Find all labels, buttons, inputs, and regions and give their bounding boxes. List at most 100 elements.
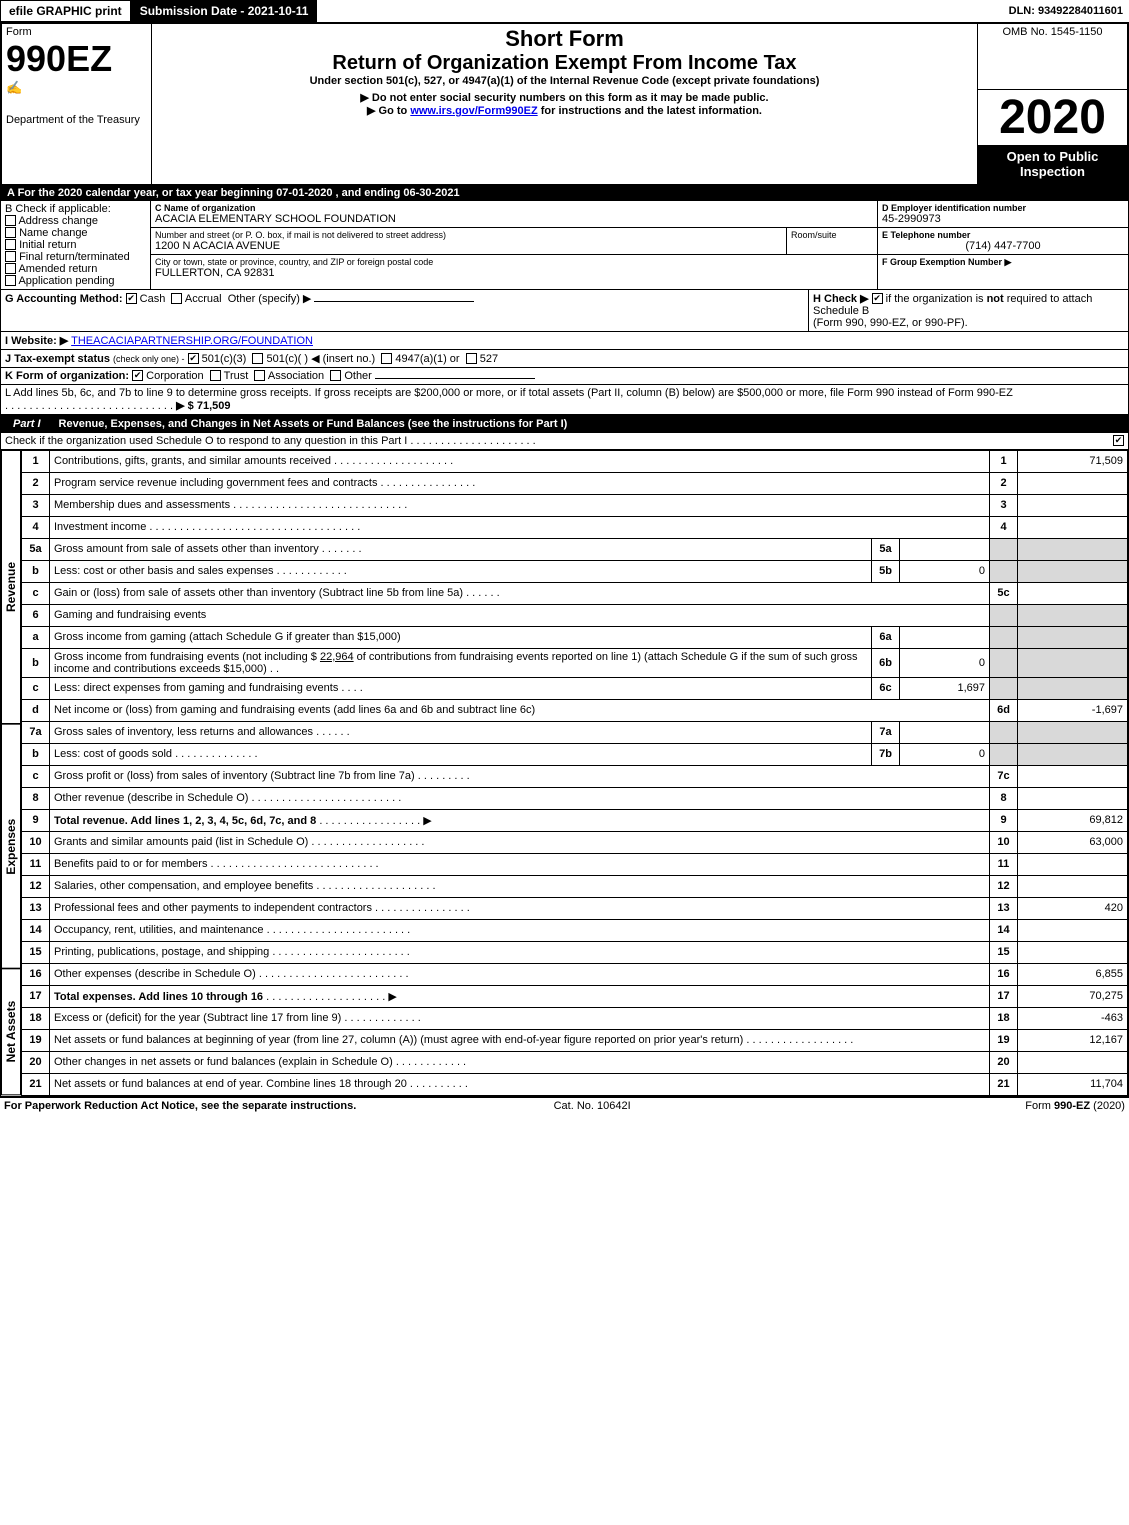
val-19: 12,167 [1018,1029,1128,1051]
footer-right-pre: Form [1025,1100,1054,1112]
line-10: 10 Grants and similar amounts paid (list… [22,831,1128,853]
ln-6: 6 [22,604,50,626]
irs-link[interactable]: www.irs.gov/Form990EZ [410,105,537,117]
opt-amended-return: Amended return [18,263,97,275]
val-3 [1018,494,1128,516]
ln-14: 14 [22,919,50,941]
ln-4: 4 [22,516,50,538]
num-4: 4 [990,516,1018,538]
num-3: 3 [990,494,1018,516]
ln-6b: b [22,648,50,677]
ln-20: 20 [22,1051,50,1073]
checkbox-initial-return[interactable]: Initial return [5,239,146,251]
line-6: 6 Gaming and fundraising events [22,604,1128,626]
line-19: 19 Net assets or fund balances at beginn… [22,1029,1128,1051]
ln-6a: a [22,626,50,648]
ln-11: 11 [22,853,50,875]
line-6d: d Net income or (loss) from gaming and f… [22,699,1128,721]
val-1: 71,509 [1018,450,1128,472]
section-h-label: H Check ▶ [813,293,869,305]
part1-check-row: Check if the organization used Schedule … [1,433,1128,450]
checkbox-cash[interactable]: ✔ [126,293,137,304]
num-10: 10 [990,831,1018,853]
section-c-label: C Name of organization [155,203,873,213]
desc-15: Printing, publications, postage, and shi… [54,946,269,958]
num-8: 8 [990,787,1018,809]
website-link[interactable]: THEACACIAPARTNERSHIP.ORG/FOUNDATION [71,335,313,347]
checkbox-amended-return[interactable]: Amended return [5,263,146,275]
footer-right-year: (2020) [1090,1100,1125,1112]
val-6-shade [1018,604,1128,626]
footer-right: Form 990-EZ (2020) [1025,1100,1125,1112]
checkbox-4947[interactable] [381,353,392,364]
num-7a-shade [990,721,1018,743]
num-14: 14 [990,919,1018,941]
ln-15: 15 [22,941,50,963]
checkbox-accrual[interactable] [171,293,182,304]
checkbox-501c3[interactable]: ✔ [188,353,199,364]
line-6c: c Less: direct expenses from gaming and … [22,677,1128,699]
desc-6c: Less: direct expenses from gaming and fu… [54,682,338,694]
checkbox-h[interactable]: ✔ [872,293,883,304]
section-b-label: B Check if applicable: [5,203,146,215]
checkbox-assoc[interactable] [254,370,265,381]
num-19: 19 [990,1029,1018,1051]
val-18: -463 [1018,1007,1128,1029]
h-text: if the organization is [886,293,987,305]
checkbox-name-change[interactable]: Name change [5,227,146,239]
org-city: FULLERTON, CA 92831 [155,267,873,279]
ln-17: 17 [22,985,50,1007]
line-4: 4 Investment income . . . . . . . . . . … [22,516,1128,538]
opt-assoc: Association [268,370,324,382]
opt-501c-insert: ◀ (insert no.) [311,353,375,365]
ln-6c: c [22,677,50,699]
val-12 [1018,875,1128,897]
form-number: 990EZ [6,38,147,80]
sub-5a: 5a [872,538,900,560]
addr-label: Number and street (or P. O. box, if mail… [155,230,782,240]
checkbox-527[interactable] [466,353,477,364]
org-name: ACACIA ELEMENTARY SCHOOL FOUNDATION [155,213,873,225]
num-2: 2 [990,472,1018,494]
num-5b-shade [990,560,1018,582]
ln-7c: c [22,765,50,787]
expenses-label: Expenses [1,724,21,969]
checkbox-schedule-o[interactable]: ✔ [1113,435,1124,446]
checkbox-final-return[interactable]: Final return/terminated [5,251,146,263]
ln-1: 1 [22,450,50,472]
line-5b: b Less: cost or other basis and sales ex… [22,560,1128,582]
checkbox-address-change[interactable]: Address change [5,215,146,227]
opt-name-change: Name change [19,227,88,239]
efile-print-button[interactable]: efile GRAPHIC print [0,0,131,22]
num-6c-shade [990,677,1018,699]
num-12: 12 [990,875,1018,897]
opt-address-change: Address change [18,215,98,227]
num-1: 1 [990,450,1018,472]
line-17: 17 Total expenses. Add lines 10 through … [22,985,1128,1007]
open-to-public: Open to Public Inspection [978,145,1127,184]
desc-11: Benefits paid to or for members [54,858,207,870]
lines-container: Revenue Expenses Net Assets 1 Contributi… [1,450,1128,1096]
checkbox-corp[interactable]: ✔ [132,370,143,381]
line-18: 18 Excess or (deficit) for the year (Sub… [22,1007,1128,1029]
val-2 [1018,472,1128,494]
line-2: 2 Program service revenue including gove… [22,472,1128,494]
checkbox-501c[interactable] [252,353,263,364]
desc-17: Total expenses. Add lines 10 through 16 [54,991,263,1003]
desc-8: Other revenue (describe in Schedule O) [54,792,248,804]
val-11 [1018,853,1128,875]
section-j: J Tax-exempt status (check only one) - ✔… [1,350,1128,368]
opt-final-return: Final return/terminated [19,251,130,263]
checkbox-application-pending[interactable]: Application pending [5,275,146,287]
num-11: 11 [990,853,1018,875]
warn-post: for instructions and the latest informat… [538,105,762,117]
line-11: 11 Benefits paid to or for members . . .… [22,853,1128,875]
checkbox-trust[interactable] [210,370,221,381]
line-7a: 7a Gross sales of inventory, less return… [22,721,1128,743]
val-7c [1018,765,1128,787]
h-text3: (Form 990, 990-EZ, or 990-PF). [813,317,1124,329]
opt-application-pending: Application pending [18,275,114,287]
opt-501c3: 501(c)(3) [202,353,247,365]
val-6b-shade [1018,648,1128,677]
checkbox-other-org[interactable] [330,370,341,381]
